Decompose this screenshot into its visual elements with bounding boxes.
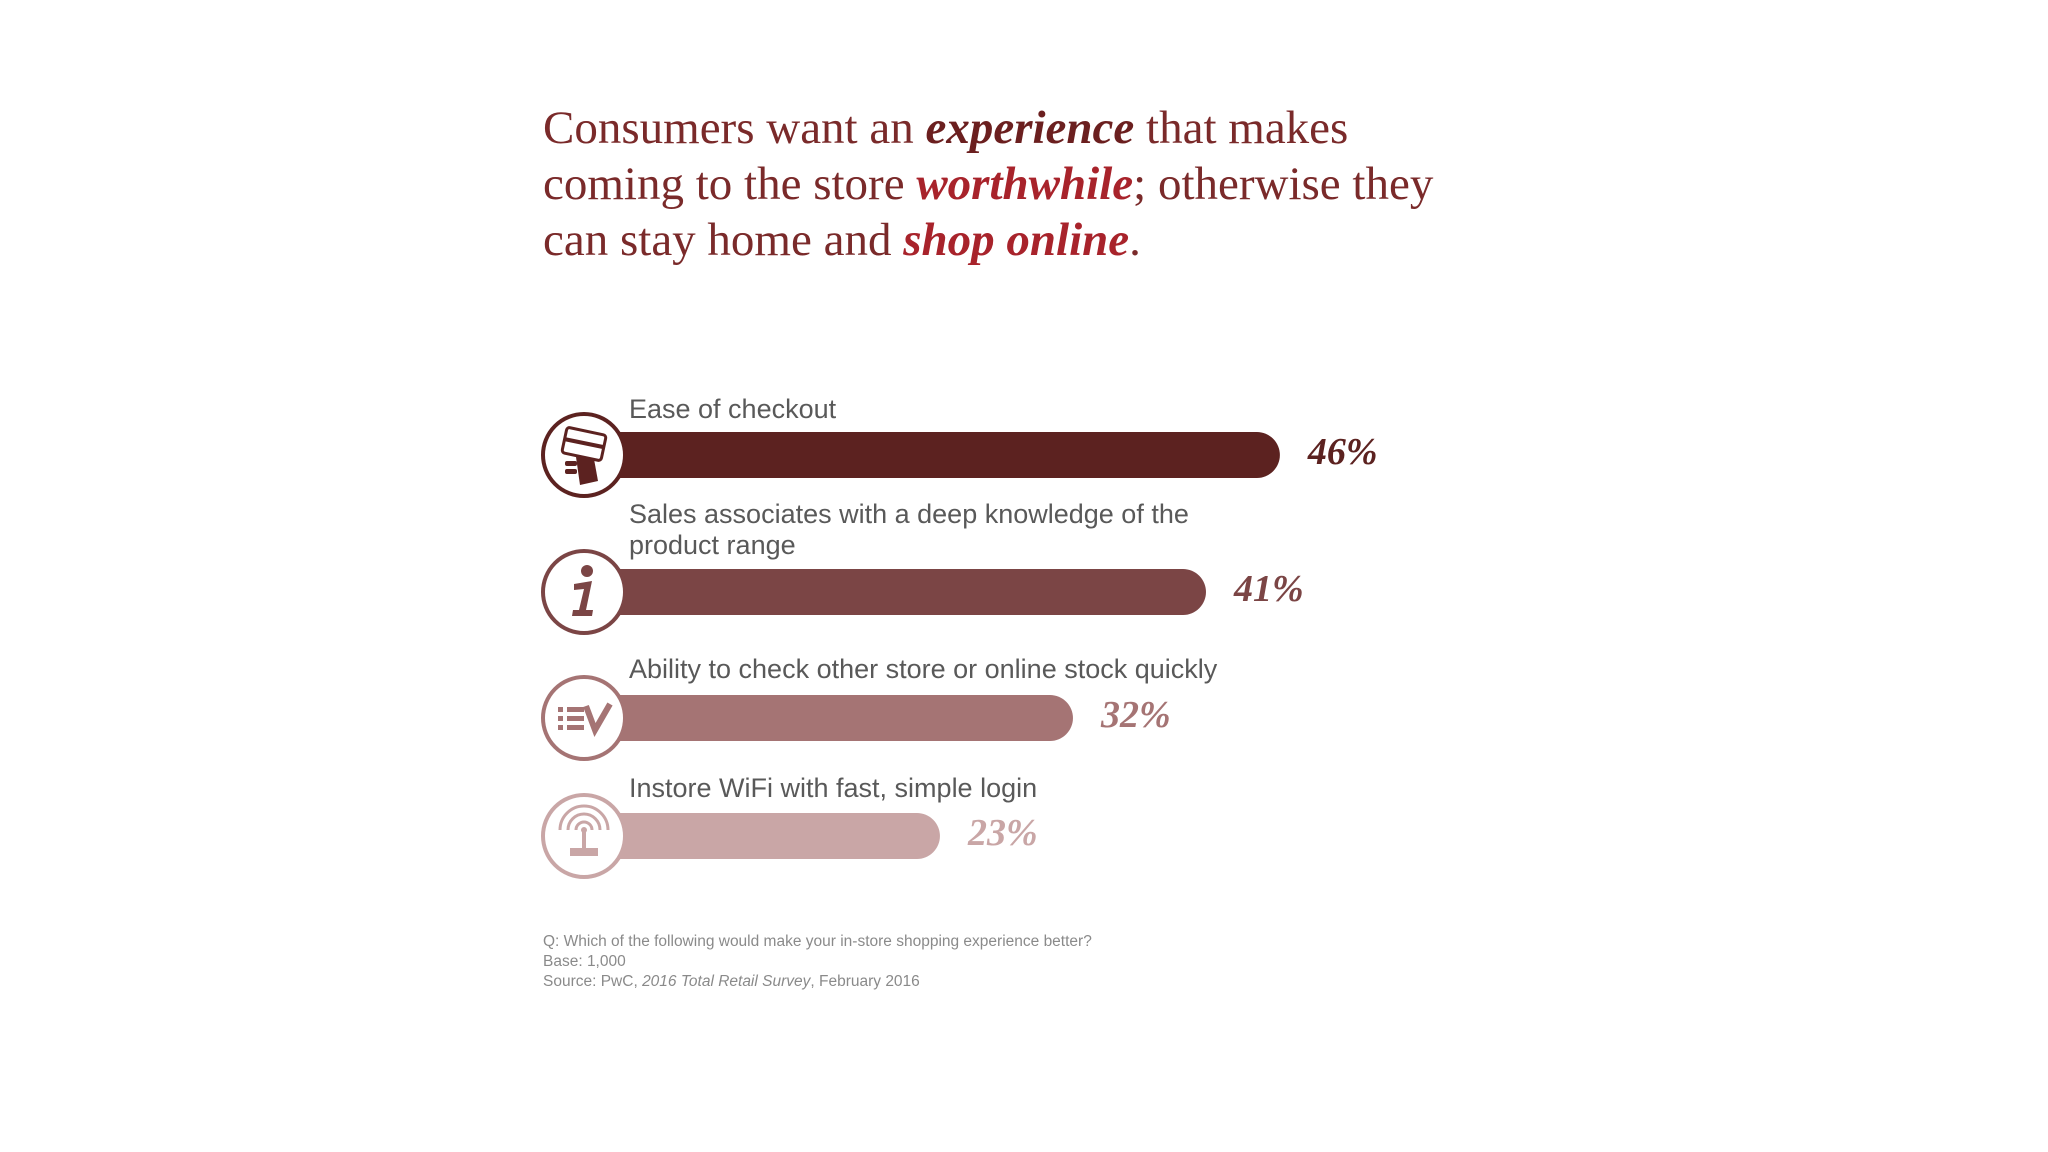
headline: Consumers want an experience that makes … [543, 100, 1443, 268]
footnotes: Q: Which of the following would make you… [543, 932, 1343, 992]
headline-emphasis-shop-online: shop online [903, 214, 1130, 266]
bar-2 [600, 695, 1073, 741]
value-label-3: 23% [967, 812, 1038, 854]
bar-1 [600, 569, 1206, 615]
credit-card-hand-icon [560, 426, 608, 485]
source-suffix: , February 2016 [810, 973, 920, 990]
source-title: 2016 Total Retail Survey [642, 973, 811, 990]
survey-base: Base: 1,000 [543, 953, 626, 970]
bar-0 [600, 432, 1280, 478]
headline-emphasis-worthwhile: worthwhile [916, 158, 1134, 210]
source-prefix: Source: PwC, [543, 973, 643, 990]
headline-text-3: ; otherwise they can stay home and [543, 158, 1434, 266]
headline-text-4: . [1129, 214, 1141, 266]
value-label-1: 41% [1233, 568, 1304, 610]
bar-label-3: Instore WiFi with fast, simple login [629, 773, 1038, 803]
headline-text-1: Consumers want an [543, 102, 926, 154]
survey-source: Source: PwC, 2016 Total Retail Survey, F… [543, 972, 1343, 992]
wifi-antenna-icon [558, 804, 610, 856]
survey-question: Q: Which of the following would make you… [543, 933, 1092, 950]
bar-label-0: Ease of checkout [629, 394, 837, 424]
value-label-2: 32% [1100, 694, 1171, 736]
headline-text-2: that makes coming to the store [543, 102, 1349, 210]
info-icon [572, 565, 593, 616]
bar-label-1: Sales associates with a deep knowledge o… [629, 499, 1189, 560]
headline-emphasis-experience: experience [925, 102, 1135, 154]
bar-label-2: Ability to check other store or online s… [629, 654, 1218, 684]
bar-3 [600, 813, 940, 859]
value-label-0: 46% [1307, 431, 1378, 473]
checklist-icon [558, 702, 613, 738]
